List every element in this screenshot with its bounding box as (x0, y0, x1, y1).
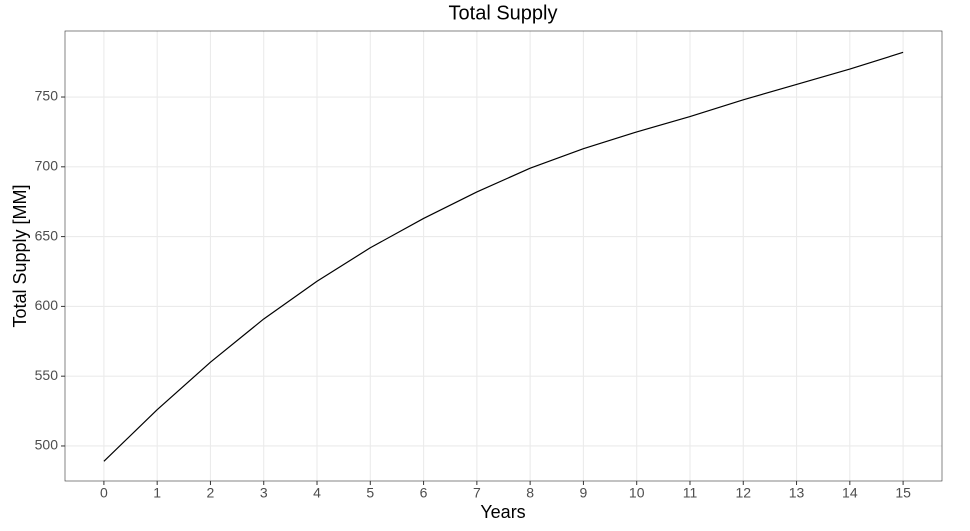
x-tick-label: 1 (153, 485, 161, 501)
y-tick-label: 650 (35, 227, 59, 243)
chart-title: Total Supply (449, 2, 558, 24)
x-tick-label: 11 (683, 485, 698, 501)
y-tick-label: 750 (35, 88, 59, 104)
x-tick-label: 15 (895, 485, 911, 501)
line-series (103, 51, 904, 462)
x-tick-label: 3 (260, 485, 268, 501)
y-axis-label: Total Supply [MM] (10, 184, 30, 327)
x-tick-label: 9 (580, 485, 588, 501)
x-tick-label: 6 (420, 485, 428, 501)
x-tick-label: 4 (313, 485, 321, 501)
y-tick-label: 500 (35, 437, 59, 453)
y-tick-label: 550 (35, 367, 59, 383)
x-tick-label: 8 (526, 485, 534, 501)
plot-panel (64, 30, 943, 482)
x-tick-label: 12 (735, 485, 751, 501)
x-tick-label: 0 (100, 485, 108, 501)
x-tick-label: 7 (473, 485, 481, 501)
x-tick-label: 2 (207, 485, 215, 501)
x-tick-label: 10 (629, 485, 645, 501)
x-tick-label: 13 (789, 485, 805, 501)
x-tick-label: 14 (842, 485, 858, 501)
y-tick-label: 700 (35, 158, 59, 174)
x-axis-label: Years (480, 502, 525, 522)
y-tick-label: 600 (35, 297, 59, 313)
x-tick-label: 5 (366, 485, 374, 501)
